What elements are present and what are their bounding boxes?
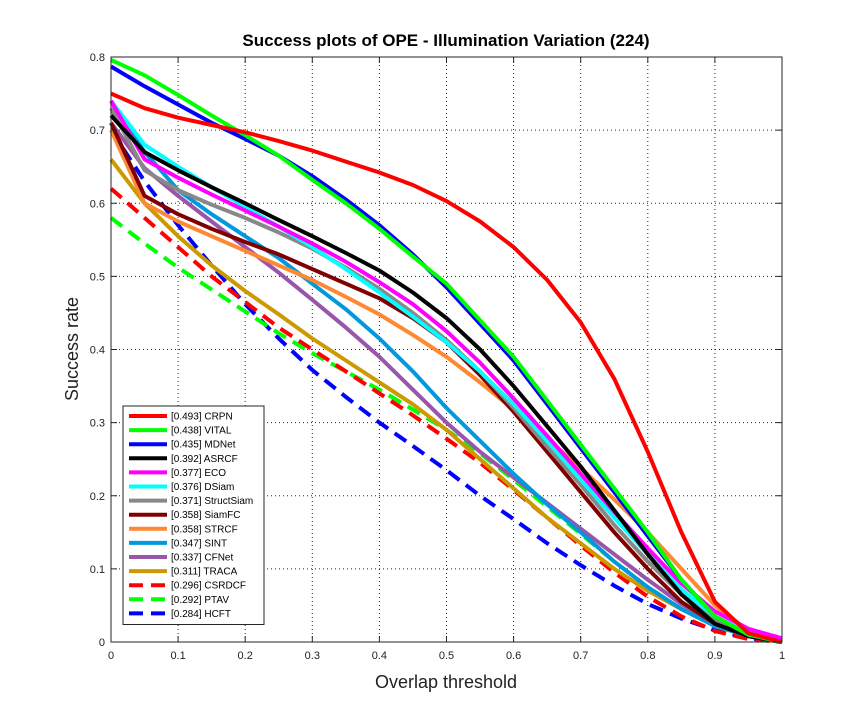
y-tick-label: 0.5 xyxy=(90,271,105,283)
legend-label-mdnet: [0.435] MDNet xyxy=(171,440,236,451)
series-line-vital xyxy=(110,58,783,644)
y-tick-label: 0.3 xyxy=(90,418,105,430)
axis-ticks xyxy=(110,56,783,643)
x-tick-label: 0.7 xyxy=(573,650,588,662)
y-tick-label: 0.2 xyxy=(90,491,105,503)
y-tick-label: 0.4 xyxy=(90,345,105,357)
x-tick-label: 0.2 xyxy=(238,650,253,662)
legend-label-traca: [0.311] TRACA xyxy=(171,567,238,578)
x-tick-label: 0.3 xyxy=(305,650,320,662)
y-tick-label: 0.6 xyxy=(90,198,105,210)
legend-label-siamfc: [0.358] SiamFC xyxy=(171,510,240,521)
series-line-sint xyxy=(109,99,783,644)
x-tick-label: 0.5 xyxy=(439,650,454,662)
series-line-strcf xyxy=(109,129,783,644)
y-tick-labels: 0 0.1 0.2 0.3 0.4 0.5 0.6 0.7 0.8 xyxy=(90,52,105,649)
x-tick-label: 0.1 xyxy=(170,650,185,662)
legend-label-asrcf: [0.392] ASRCF xyxy=(171,454,238,465)
x-tick-label: 0.8 xyxy=(640,650,655,662)
series-line-eco xyxy=(109,99,783,641)
series-line-crpn xyxy=(110,91,783,644)
legend-label-vital: [0.438] VITAL xyxy=(171,426,232,437)
series-line-hcft xyxy=(109,129,783,644)
x-tick-label: 0.6 xyxy=(506,650,521,662)
y-tick-label: 0.8 xyxy=(90,52,105,64)
grid-lines xyxy=(111,57,782,642)
legend-label-structsiam: [0.371] StructSiam xyxy=(171,496,253,507)
x-axis-label: Overlap threshold xyxy=(375,672,517,692)
legend: [0.493] CRPN [0.438] VITAL [0.435] MDNet [0… xyxy=(122,405,265,625)
y-tick-label: 0.1 xyxy=(90,564,105,576)
series-lines xyxy=(109,58,783,644)
legend-label-strcf: [0.358] STRCF xyxy=(171,524,238,535)
y-tick-label: 0 xyxy=(99,637,105,649)
legend-label-cfnet: [0.337] CFNet xyxy=(171,553,233,564)
x-tick-label: 1 xyxy=(779,650,785,662)
chart-title: Success plots of OPE - Illumination Vari… xyxy=(242,31,649,50)
legend-label-csrdcf: [0.296] CSRDCF xyxy=(171,581,246,592)
legend-label-crpn: [0.493] CRPN xyxy=(171,412,233,423)
series-line-cfnet xyxy=(109,121,783,644)
x-tick-label: 0.4 xyxy=(372,650,387,662)
series-line-asrcf xyxy=(109,114,783,644)
y-tick-label: 0.7 xyxy=(90,125,105,137)
legend-label-hcft: [0.284] HCFT xyxy=(171,609,231,620)
legend-label-dsiam: [0.376] DSiam xyxy=(171,482,234,493)
legend-label-sint: [0.347] SINT xyxy=(171,538,227,549)
series-line-csrdcf xyxy=(109,187,783,644)
legend-label-eco: [0.377] ECO xyxy=(171,468,226,479)
legend-label-ptav: [0.292] PTAV xyxy=(171,595,229,606)
x-tick-label: 0.9 xyxy=(707,650,722,662)
y-axis-label: Success rate xyxy=(62,297,82,401)
x-tick-labels: 0 0.1 0.2 0.3 0.4 0.5 0.6 0.7 0.8 0.9 1 xyxy=(108,650,785,662)
x-tick-label: 0 xyxy=(108,650,114,662)
